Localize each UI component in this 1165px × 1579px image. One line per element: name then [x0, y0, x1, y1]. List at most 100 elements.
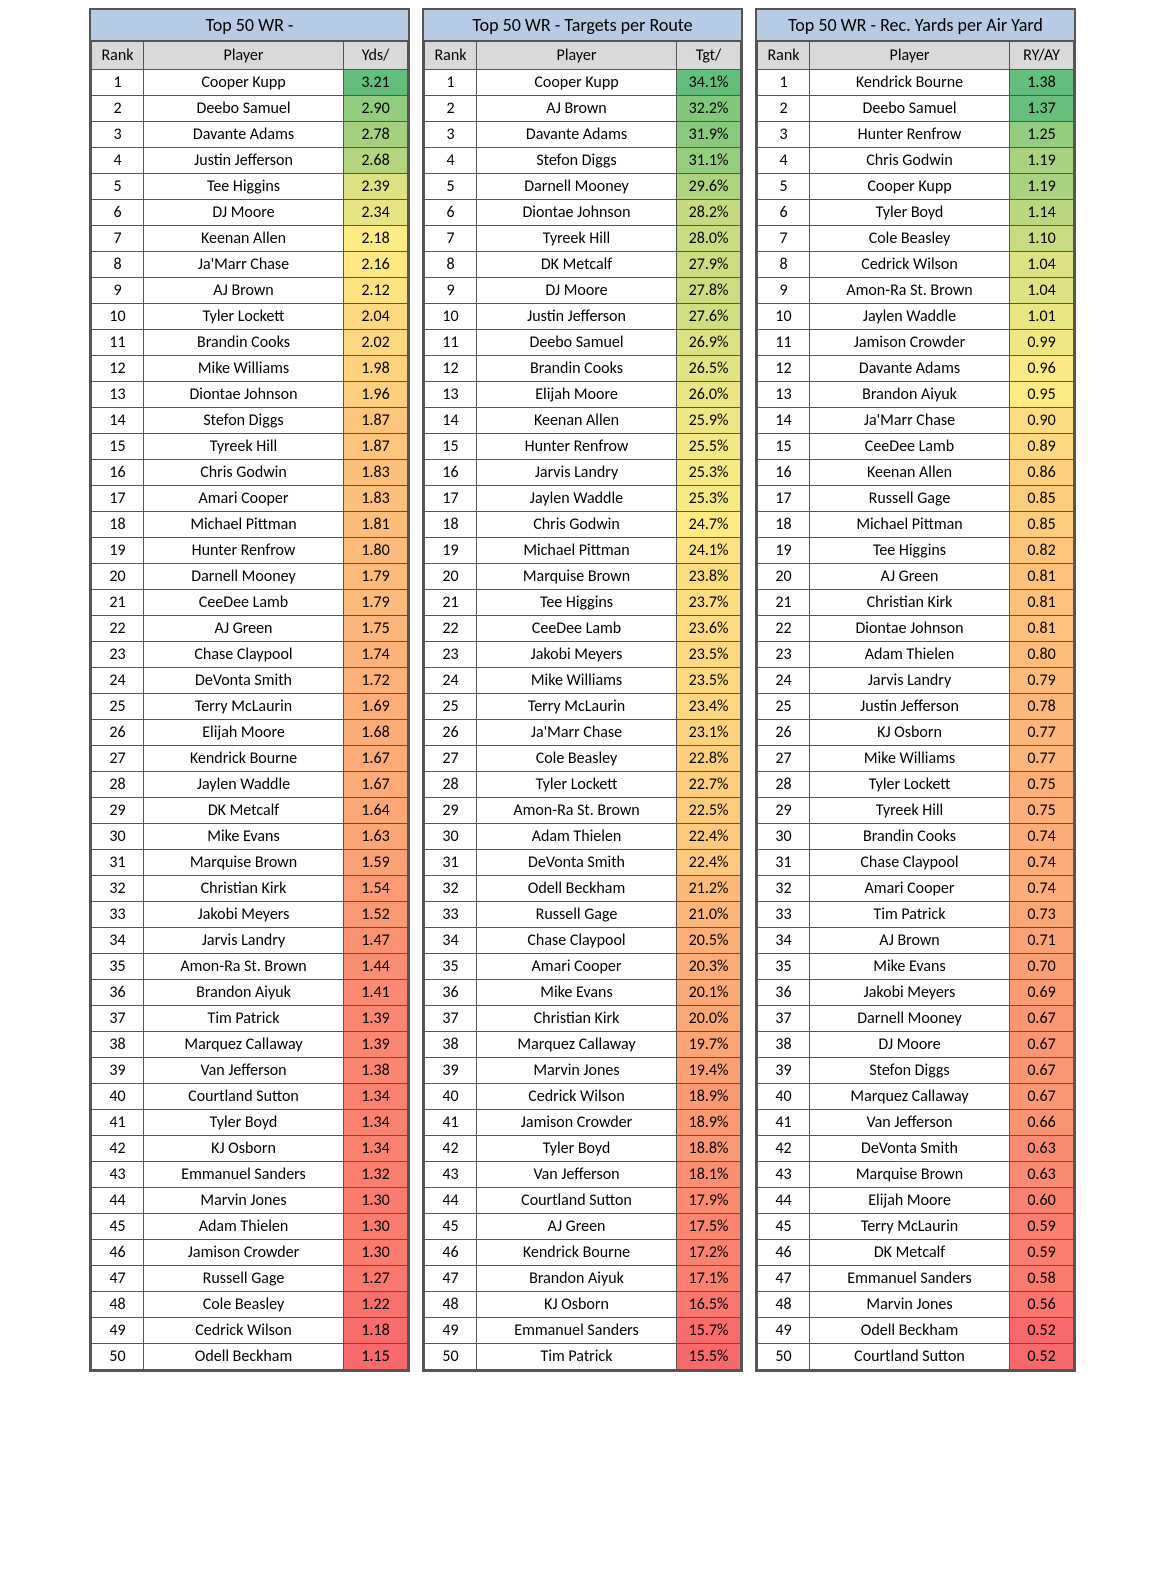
player-cell: Jarvis Landry — [810, 668, 1010, 694]
table-row: 9DJ Moore27.8% — [425, 278, 741, 304]
player-cell: Tee Higgins — [810, 538, 1010, 564]
table-row: 34AJ Brown0.71 — [758, 928, 1074, 954]
value-cell: 0.52 — [1010, 1318, 1074, 1344]
value-cell: 18.8% — [677, 1136, 741, 1162]
value-cell: 0.73 — [1010, 902, 1074, 928]
player-cell: Adam Thielen — [810, 642, 1010, 668]
table-row: 14Keenan Allen25.9% — [425, 408, 741, 434]
value-cell: 1.27 — [344, 1266, 408, 1292]
table-row: 25Terry McLaurin1.69 — [92, 694, 408, 720]
value-cell: 0.69 — [1010, 980, 1074, 1006]
value-cell: 0.81 — [1010, 590, 1074, 616]
value-cell: 1.79 — [344, 590, 408, 616]
table-row: 3Davante Adams2.78 — [92, 122, 408, 148]
stats-table: RankPlayerTgt/1Cooper Kupp34.1%2AJ Brown… — [424, 41, 741, 1370]
rank-cell: 41 — [92, 1110, 144, 1136]
rank-cell: 13 — [758, 382, 810, 408]
table-row: 3Davante Adams31.9% — [425, 122, 741, 148]
player-cell: Elijah Moore — [810, 1188, 1010, 1214]
player-cell: Tyreek Hill — [477, 226, 677, 252]
value-cell: 26.5% — [677, 356, 741, 382]
value-cell: 25.9% — [677, 408, 741, 434]
table-row: 49Emmanuel Sanders15.7% — [425, 1318, 741, 1344]
rank-cell: 38 — [92, 1032, 144, 1058]
player-cell: Jamison Crowder — [144, 1240, 344, 1266]
rank-cell: 4 — [758, 148, 810, 174]
table-panel: Top 50 WR - Rec. Yards per Air YardRankP… — [755, 8, 1076, 1372]
rank-cell: 21 — [92, 590, 144, 616]
value-cell: 0.75 — [1010, 798, 1074, 824]
table-row: 31Marquise Brown1.59 — [92, 850, 408, 876]
rank-cell: 39 — [92, 1058, 144, 1084]
player-cell: Diontae Johnson — [810, 616, 1010, 642]
rank-cell: 29 — [92, 798, 144, 824]
rank-cell: 33 — [92, 902, 144, 928]
table-row: 26Elijah Moore1.68 — [92, 720, 408, 746]
rank-cell: 45 — [92, 1214, 144, 1240]
value-cell: 23.6% — [677, 616, 741, 642]
value-cell: 24.7% — [677, 512, 741, 538]
value-cell: 17.5% — [677, 1214, 741, 1240]
rank-cell: 36 — [92, 980, 144, 1006]
value-cell: 18.9% — [677, 1110, 741, 1136]
table-row: 38DJ Moore0.67 — [758, 1032, 1074, 1058]
rank-cell: 12 — [425, 356, 477, 382]
player-cell: Tyler Lockett — [810, 772, 1010, 798]
value-cell: 0.58 — [1010, 1266, 1074, 1292]
value-cell: 1.83 — [344, 486, 408, 512]
player-cell: Hunter Renfrow — [477, 434, 677, 460]
table-row: 12Davante Adams0.96 — [758, 356, 1074, 382]
table-row: 37Tim Patrick1.39 — [92, 1006, 408, 1032]
table-row: 23Jakobi Meyers23.5% — [425, 642, 741, 668]
table-row: 18Michael Pittman0.85 — [758, 512, 1074, 538]
rank-cell: 3 — [758, 122, 810, 148]
rank-cell: 8 — [758, 252, 810, 278]
value-cell: 0.63 — [1010, 1162, 1074, 1188]
rank-cell: 20 — [92, 564, 144, 590]
table-row: 20Marquise Brown23.8% — [425, 564, 741, 590]
column-header-rank: Rank — [92, 42, 144, 70]
rank-cell: 38 — [758, 1032, 810, 1058]
value-cell: 1.63 — [344, 824, 408, 850]
rank-cell: 27 — [425, 746, 477, 772]
table-row: 10Jaylen Waddle1.01 — [758, 304, 1074, 330]
player-cell: Justin Jefferson — [144, 148, 344, 174]
player-cell: Keenan Allen — [477, 408, 677, 434]
value-cell: 0.85 — [1010, 512, 1074, 538]
player-cell: Marquez Callaway — [477, 1032, 677, 1058]
table-row: 36Jakobi Meyers0.69 — [758, 980, 1074, 1006]
value-cell: 0.96 — [1010, 356, 1074, 382]
rank-cell: 27 — [92, 746, 144, 772]
table-row: 2Deebo Samuel2.90 — [92, 96, 408, 122]
value-cell: 15.5% — [677, 1344, 741, 1370]
rank-cell: 38 — [425, 1032, 477, 1058]
rank-cell: 10 — [758, 304, 810, 330]
table-row: 39Stefon Diggs0.67 — [758, 1058, 1074, 1084]
rank-cell: 39 — [425, 1058, 477, 1084]
value-cell: 23.1% — [677, 720, 741, 746]
rank-cell: 25 — [425, 694, 477, 720]
value-cell: 1.41 — [344, 980, 408, 1006]
table-row: 27Cole Beasley22.8% — [425, 746, 741, 772]
player-cell: Justin Jefferson — [810, 694, 1010, 720]
player-cell: Russell Gage — [810, 486, 1010, 512]
rank-cell: 41 — [425, 1110, 477, 1136]
player-cell: Mike Evans — [477, 980, 677, 1006]
table-row: 7Cole Beasley1.10 — [758, 226, 1074, 252]
player-cell: Cooper Kupp — [144, 70, 344, 96]
table-row: 39Marvin Jones19.4% — [425, 1058, 741, 1084]
rank-cell: 5 — [758, 174, 810, 200]
value-cell: 19.7% — [677, 1032, 741, 1058]
table-row: 16Keenan Allen0.86 — [758, 460, 1074, 486]
value-cell: 23.4% — [677, 694, 741, 720]
value-cell: 20.3% — [677, 954, 741, 980]
table-title: Top 50 WR - — [91, 10, 408, 41]
table-row: 25Justin Jefferson0.78 — [758, 694, 1074, 720]
value-cell: 22.8% — [677, 746, 741, 772]
value-cell: 1.30 — [344, 1188, 408, 1214]
rank-cell: 24 — [92, 668, 144, 694]
player-cell: Odell Beckham — [144, 1344, 344, 1370]
value-cell: 2.16 — [344, 252, 408, 278]
rank-cell: 34 — [92, 928, 144, 954]
player-cell: Jamison Crowder — [810, 330, 1010, 356]
